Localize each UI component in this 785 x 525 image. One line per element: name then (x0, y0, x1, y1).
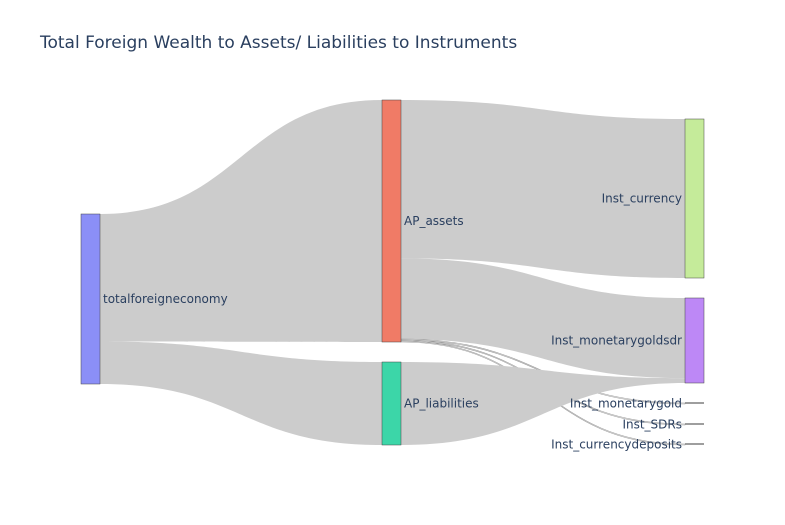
sankey-node-label: Inst_monetarygoldsdr (551, 334, 682, 348)
sankey-node-label: Inst_monetarygold (570, 397, 682, 411)
sankey-node[interactable] (381, 361, 402, 446)
sankey-link[interactable] (100, 341, 382, 446)
sankey-link[interactable] (401, 362, 685, 445)
sankey-node[interactable] (684, 118, 705, 279)
sankey-node-label: AP_assets (404, 214, 464, 228)
sankey-link[interactable] (401, 100, 685, 278)
sankey-node-label: Inst_currencydeposits (551, 438, 682, 452)
sankey-node-label: totalforeigneconomy (103, 292, 228, 306)
sankey-nodes (80, 99, 705, 446)
sankey-links (100, 100, 686, 446)
sankey-labels: totalforeigneconomy AP_assets AP_liabiliti… (103, 192, 682, 452)
sankey-node[interactable] (684, 297, 705, 384)
sankey-node-label: AP_liabilities (404, 397, 479, 411)
sankey-link[interactable] (100, 100, 382, 342)
sankey-link[interactable] (400, 338, 686, 405)
sankey-node-label: Inst_currency (602, 192, 682, 206)
chart-title: Total Foreign Wealth to Assets/ Liabilit… (40, 33, 518, 53)
sankey-node[interactable] (381, 99, 402, 343)
sankey-link[interactable] (401, 258, 685, 379)
sankey-link[interactable] (400, 339, 686, 426)
sankey-node[interactable] (80, 213, 101, 385)
sankey-node-label: Inst_SDRs (622, 418, 682, 432)
